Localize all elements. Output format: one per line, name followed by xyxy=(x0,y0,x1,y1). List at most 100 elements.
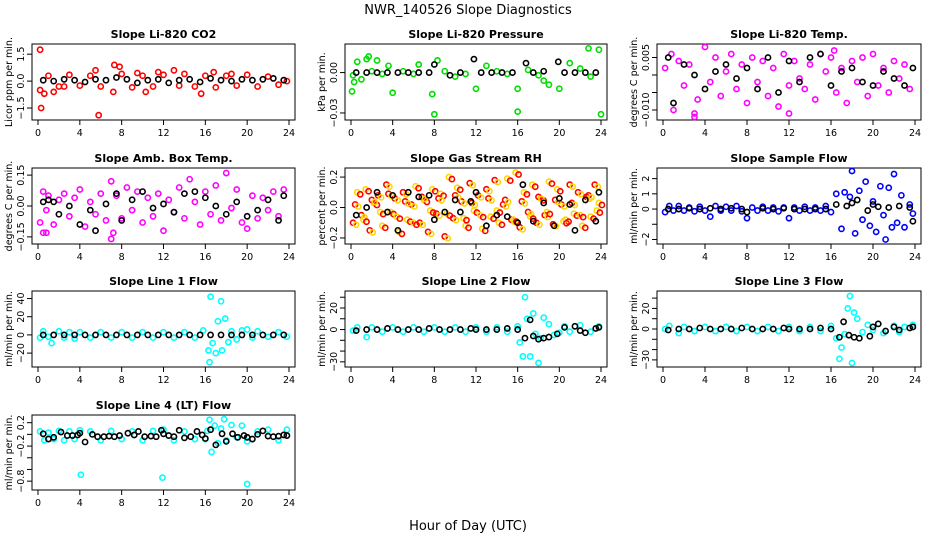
y-tick-label: −30 xyxy=(329,352,340,372)
y-axis-label: degrees C per min. xyxy=(629,37,640,128)
data-point xyxy=(373,188,381,196)
data-point xyxy=(848,57,856,65)
data-point xyxy=(238,75,246,83)
data-point xyxy=(425,69,433,76)
x-tick-label: 12 xyxy=(783,128,795,139)
data-point xyxy=(71,194,79,202)
data-point xyxy=(526,316,534,324)
panel-1: Slope Li-820 CO2 0 4 8 12 16 20 24 −1.5 0.0 1.5Lic… xyxy=(4,28,296,139)
data-point xyxy=(536,221,543,229)
data-point xyxy=(862,178,870,186)
y-tick-label: 0 xyxy=(641,326,652,332)
y-tick-label: −0.2 xyxy=(329,226,340,249)
data-point xyxy=(210,68,218,76)
data-point xyxy=(554,198,562,206)
data-point xyxy=(76,82,84,89)
data-point xyxy=(128,206,136,214)
data-point xyxy=(906,204,914,211)
data-point xyxy=(743,99,751,107)
data-point xyxy=(743,323,751,331)
data-point xyxy=(838,225,845,233)
data-point xyxy=(451,196,459,204)
data-point xyxy=(548,180,556,188)
data-point xyxy=(208,448,216,456)
data-point xyxy=(283,426,291,434)
data-point xyxy=(212,182,220,189)
y-tick-label: 0.0 xyxy=(16,74,27,89)
data-point xyxy=(680,207,688,214)
data-point xyxy=(165,79,173,87)
data-point xyxy=(523,315,531,323)
x-tick-label: 4 xyxy=(390,128,396,139)
data-point xyxy=(869,198,877,205)
data-point xyxy=(144,76,152,84)
data-point xyxy=(373,326,381,333)
y-axis-label: ml/min per min. xyxy=(629,291,640,367)
data-point xyxy=(827,82,835,89)
data-point xyxy=(806,61,814,68)
data-point xyxy=(587,73,594,81)
data-point xyxy=(754,207,761,214)
data-point xyxy=(456,208,464,216)
data-point xyxy=(368,67,376,75)
data-point xyxy=(238,219,246,226)
y-tick-label: 1.5 xyxy=(16,47,27,62)
data-point xyxy=(661,325,669,333)
y-tick-label: 0.005 xyxy=(641,44,652,71)
data-point xyxy=(76,186,84,193)
data-point xyxy=(350,78,358,86)
data-point xyxy=(598,201,606,209)
data-point xyxy=(378,70,386,78)
data-point xyxy=(675,202,683,210)
data-point xyxy=(123,331,131,339)
data-point xyxy=(727,207,735,214)
data-point xyxy=(233,82,241,89)
data-point xyxy=(576,321,584,329)
data-point xyxy=(71,76,79,84)
data-point xyxy=(764,207,772,214)
data-point xyxy=(254,214,262,222)
data-point xyxy=(545,333,553,341)
data-point xyxy=(181,190,188,198)
data-point xyxy=(701,43,709,51)
x-tick-label: 0 xyxy=(35,128,41,139)
data-point xyxy=(827,208,835,216)
data-point xyxy=(181,428,188,435)
x-tick-label: 20 xyxy=(241,498,253,509)
data-point xyxy=(769,205,777,213)
data-point xyxy=(76,328,84,336)
data-point xyxy=(97,328,105,336)
data-point xyxy=(696,205,704,213)
data-point xyxy=(838,64,845,72)
slope-series xyxy=(36,169,288,243)
data-point xyxy=(371,198,379,206)
data-point xyxy=(874,320,882,328)
data-point xyxy=(92,227,99,235)
data-point xyxy=(139,188,146,195)
data-point xyxy=(526,353,534,360)
y-tick-label: 40 xyxy=(16,292,27,304)
data-point xyxy=(130,431,138,439)
data-point xyxy=(775,89,782,96)
data-point xyxy=(50,331,58,339)
data-point xyxy=(128,196,136,204)
data-point xyxy=(269,331,277,339)
data-point xyxy=(855,187,863,195)
data-point xyxy=(696,324,704,332)
data-point xyxy=(727,50,735,58)
data-point xyxy=(901,82,908,89)
data-point xyxy=(50,77,58,85)
data-point xyxy=(566,59,574,67)
data-point xyxy=(890,57,898,65)
data-point xyxy=(754,85,761,93)
data-point xyxy=(45,435,52,443)
data-point xyxy=(785,110,793,117)
data-point xyxy=(806,54,814,61)
x-tick-label: 0 xyxy=(660,375,666,386)
data-point xyxy=(144,331,152,339)
data-point xyxy=(566,328,574,336)
x-tick-label: 16 xyxy=(199,375,211,386)
data-point xyxy=(369,228,377,236)
data-point xyxy=(890,75,898,82)
data-point xyxy=(701,207,709,214)
